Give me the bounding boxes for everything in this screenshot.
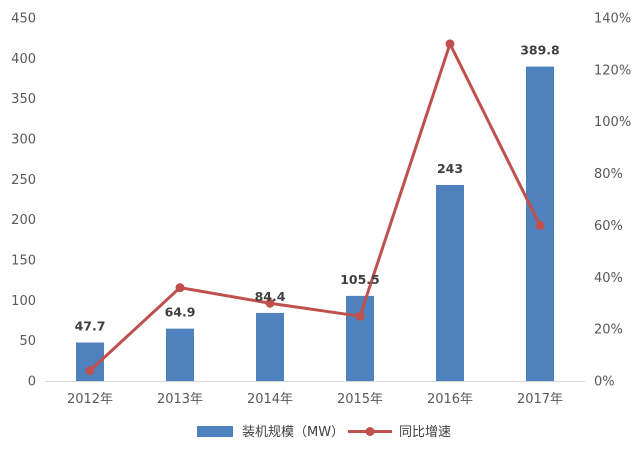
y-left-tick-label: 300 — [11, 133, 36, 148]
x-tick-label: 2015年 — [337, 392, 383, 407]
bar — [436, 184, 464, 381]
y-right-tick-label: 140% — [594, 12, 631, 27]
y-left-tick-label: 400 — [11, 52, 36, 67]
legend: 装机规模（MW） 同比增速 — [197, 425, 451, 440]
y-right-tick-label: 60% — [594, 219, 623, 234]
y-left-tick-label: 100 — [11, 294, 36, 309]
y-right-tick-label: 40% — [594, 271, 623, 286]
y-left-tick-label: 350 — [11, 92, 36, 107]
y-right-tick-label: 0% — [594, 375, 615, 390]
legend-bar-swatch — [197, 426, 233, 437]
bar-series — [76, 66, 554, 381]
bar-data-label: 47.7 — [75, 319, 106, 334]
x-tick-label: 2017年 — [517, 392, 563, 407]
x-tick-label: 2016年 — [427, 392, 473, 407]
y-left-tick-label: 250 — [11, 173, 36, 188]
y-right-tick-label: 80% — [594, 167, 623, 182]
bar — [166, 328, 194, 381]
bar-data-label: 105.5 — [340, 272, 380, 287]
legend-line-marker — [365, 427, 375, 436]
bar-data-label: 64.9 — [165, 305, 196, 320]
line-point — [265, 298, 275, 308]
line-series — [85, 39, 545, 376]
y-left-tick-label: 0 — [28, 375, 36, 390]
y-left-tick-label: 150 — [11, 254, 36, 269]
bar-data-label: 389.8 — [520, 43, 560, 58]
x-tick-label: 2012年 — [67, 392, 113, 407]
legend-line-label: 同比增速 — [399, 425, 451, 440]
line-point — [175, 283, 185, 293]
y-right-tick-label: 20% — [594, 323, 623, 338]
y-left-tick-label: 50 — [19, 334, 36, 349]
bar-data-label: 243 — [437, 161, 463, 176]
line-point — [85, 366, 95, 376]
bar-data-label: 84.4 — [255, 289, 286, 304]
line-path — [88, 42, 542, 372]
data-labels: 47.7 64.9 84.4 105.5 243 389.8 — [75, 43, 560, 334]
y-right-tick-label: 120% — [594, 63, 631, 78]
y-right-tick-label: 100% — [594, 115, 631, 130]
axes: 0 50 100 150 200 250 300 350 400 450 0% 20% 40% 60% 80… — [11, 12, 631, 408]
y-left-tick-label: 200 — [11, 213, 36, 228]
bar — [346, 295, 374, 381]
line-point — [355, 311, 365, 321]
line-point — [535, 220, 545, 230]
legend-bar-label: 装机规模（MW） — [242, 425, 344, 440]
line-point — [445, 39, 455, 49]
x-tick-label: 2013年 — [157, 392, 203, 407]
bar — [256, 312, 284, 381]
x-tick-label: 2014年 — [247, 392, 293, 407]
y-left-tick-label: 450 — [11, 12, 36, 27]
